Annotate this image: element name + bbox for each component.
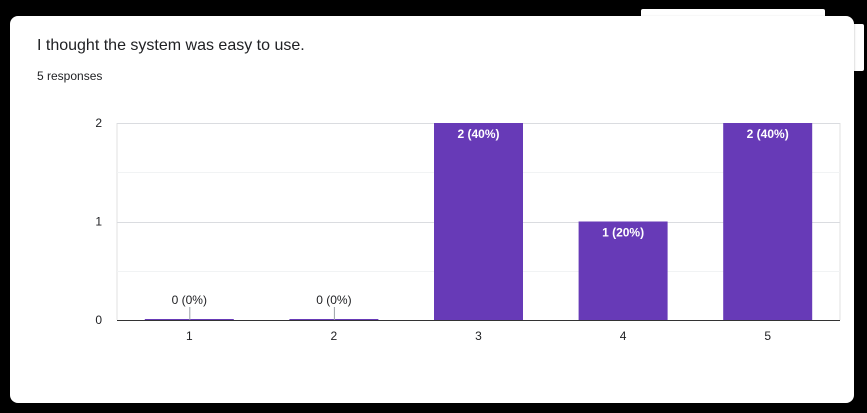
y-tick-label: 1 bbox=[95, 215, 102, 229]
x-tick-label: 1 bbox=[186, 329, 193, 343]
response-count: 5 responses bbox=[37, 69, 103, 83]
labels: 0 1 2 0 (0%) 1 0 (0%) 2 2 (40%) 3 1 (20%) 4 2 (40%)… bbox=[95, 116, 788, 343]
y-tick-label: 2 bbox=[95, 116, 102, 130]
x-tick-label: 2 bbox=[331, 329, 338, 343]
bar-3 bbox=[434, 123, 523, 320]
data-label: 0 (0%) bbox=[316, 293, 351, 307]
data-label: 1 (20%) bbox=[602, 226, 644, 240]
x-tick-label: 4 bbox=[620, 329, 627, 343]
x-tick-label: 5 bbox=[764, 329, 771, 343]
bar-4 bbox=[578, 221, 668, 320]
bars bbox=[144, 123, 813, 320]
x-tick-label: 3 bbox=[475, 329, 482, 343]
data-label: 2 (40%) bbox=[457, 127, 499, 141]
bar-chart: 0 1 2 0 (0%) 1 0 (0%) 2 2 (40%) 3 1 (20%) 4 2 (40%)… bbox=[95, 116, 841, 343]
bar-5 bbox=[723, 123, 813, 320]
data-label: 0 (0%) bbox=[172, 293, 207, 307]
y-tick-label: 0 bbox=[95, 313, 102, 327]
data-label: 2 (40%) bbox=[747, 127, 789, 141]
question-title: I thought the system was easy to use. bbox=[37, 37, 305, 54]
question-summary-card: I thought the system was easy to use. 5 … bbox=[10, 16, 854, 403]
